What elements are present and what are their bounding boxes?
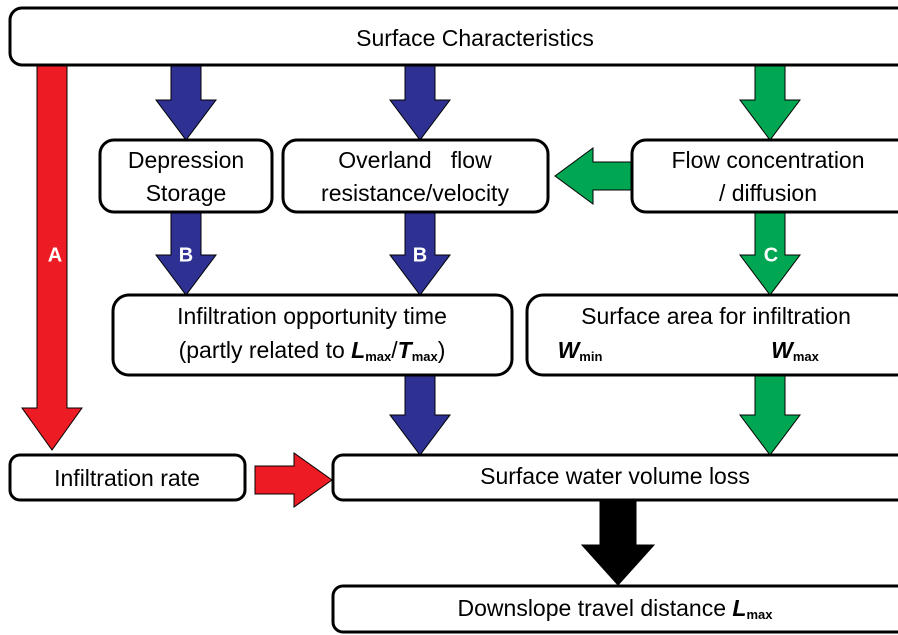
text: min	[579, 349, 602, 364]
arrow	[739, 211, 801, 296]
arrow	[739, 374, 801, 456]
box	[8, 6, 898, 67]
arrow	[389, 211, 451, 296]
arrow	[155, 211, 217, 296]
node-label: Flow concentration	[671, 147, 864, 173]
text: max	[412, 349, 439, 364]
text: Downslope travel distance	[458, 595, 733, 621]
arrow	[389, 64, 451, 141]
text: )	[438, 337, 446, 363]
node-label: Depression	[128, 147, 244, 173]
node-label: Infiltration opportunity time	[177, 303, 447, 329]
node-label: Surface area for infiltration	[581, 303, 851, 329]
text: max	[746, 607, 773, 622]
arrow	[254, 452, 333, 508]
arrow	[554, 147, 633, 205]
box	[331, 453, 898, 502]
arrow-label: A	[48, 244, 62, 266]
text: W	[771, 337, 795, 363]
text: /	[391, 337, 398, 363]
box	[331, 584, 898, 634]
node-label: Surface water volume loss	[480, 463, 750, 489]
box	[630, 138, 898, 214]
arrows	[21, 64, 801, 586]
node-label: Wmin	[558, 337, 603, 364]
node-label: Wmax	[771, 337, 820, 364]
box	[98, 138, 274, 214]
node-label: Downslope travel distance Lmax	[458, 595, 774, 622]
box	[525, 293, 898, 377]
box	[281, 138, 550, 214]
node-label: Storage	[146, 180, 227, 206]
node-label: Overland flow	[338, 147, 492, 173]
text: L	[732, 595, 746, 621]
box	[111, 293, 514, 377]
arrow-label: C	[764, 244, 778, 266]
text: max	[793, 349, 820, 364]
text: T	[398, 337, 414, 363]
arrow	[389, 374, 451, 456]
node-label: Surface Characteristics	[356, 25, 594, 51]
arrow-label: B	[179, 244, 193, 266]
text: max	[365, 349, 392, 364]
arrow	[155, 64, 217, 141]
node-label: / diffusion	[719, 180, 817, 206]
node-label: Infiltration rate	[54, 465, 200, 491]
text: (partly related to	[179, 337, 352, 363]
arrow-label: B	[413, 244, 427, 266]
node-label: resistance/velocity	[321, 180, 509, 206]
arrow	[580, 499, 656, 586]
node-label: (partly related to Lmax/Tmax)	[179, 337, 446, 364]
text: L	[351, 337, 365, 363]
arrow	[21, 64, 83, 451]
arrow	[739, 64, 801, 141]
text: W	[558, 337, 582, 363]
box	[8, 453, 247, 502]
